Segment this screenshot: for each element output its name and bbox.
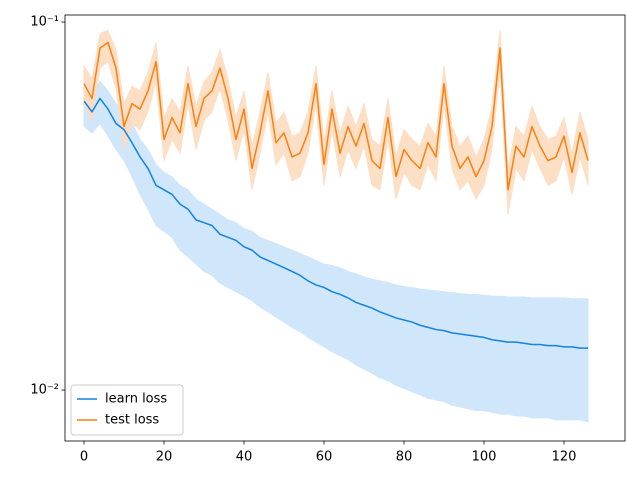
line	[83, 97, 588, 349]
line	[83, 41, 589, 191]
legend-label: test loss	[105, 413, 159, 428]
y-tick-label: 10⁻¹	[30, 15, 59, 30]
x-tick-label: 0	[80, 450, 88, 465]
x-tick-label: 100	[472, 450, 497, 465]
x-tick-label: 120	[552, 450, 577, 465]
x-tick-label: 60	[316, 450, 333, 465]
y-tick-label: 10⁻²	[30, 383, 59, 398]
legend-label: learn loss	[105, 392, 167, 407]
x-tick-label: 20	[156, 450, 173, 465]
axes-frame	[64, 14, 626, 442]
band	[83, 29, 589, 215]
band	[83, 80, 589, 423]
x-tick-label: 80	[396, 450, 413, 465]
x-tick-label: 40	[236, 450, 253, 465]
legend-box	[70, 384, 184, 436]
